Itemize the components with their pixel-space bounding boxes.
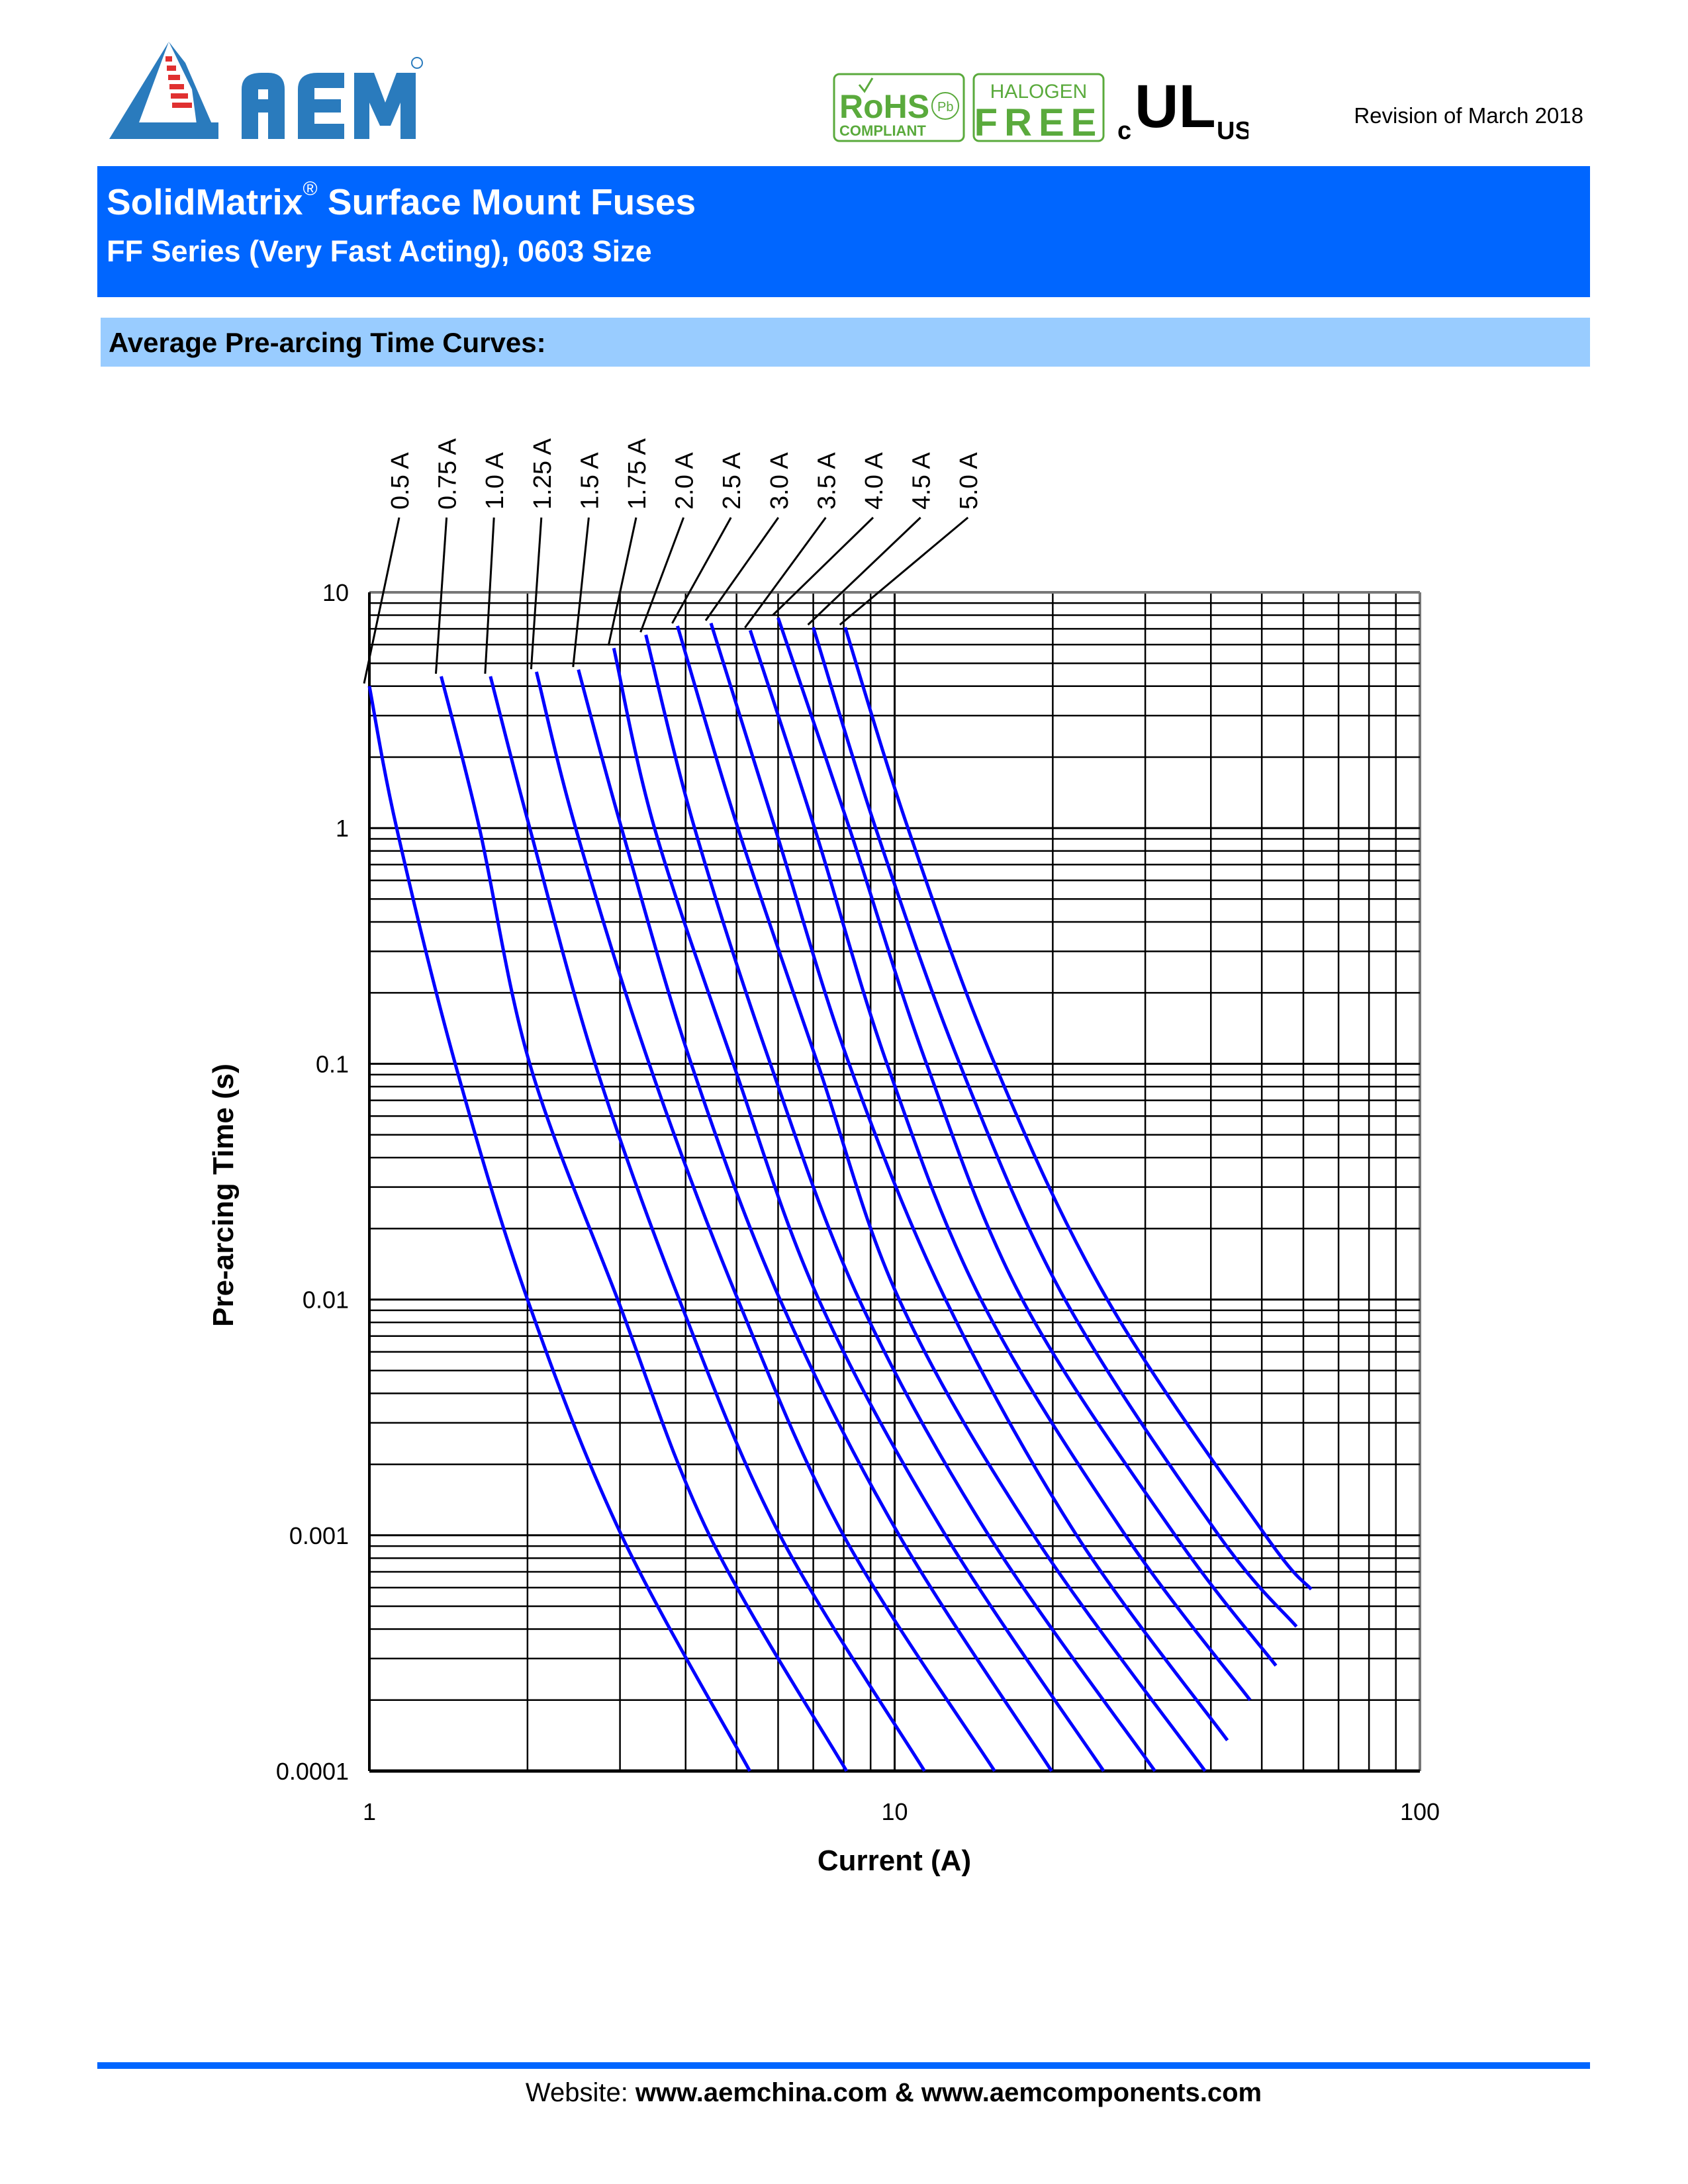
label-leaders — [363, 516, 969, 684]
curve-1-75-a — [612, 647, 1105, 1772]
svg-text:UL: UL — [1135, 73, 1216, 140]
svg-text:HALOGEN: HALOGEN — [990, 81, 1088, 103]
label-leader-line — [484, 517, 495, 674]
y-tick-label: 0.1 — [316, 1050, 349, 1077]
curve-0-5-a — [367, 686, 751, 1772]
series-label: 4.0 A — [861, 452, 888, 510]
footer-divider — [97, 2062, 1590, 2069]
curve-3-5-a — [748, 629, 1252, 1702]
section-title: Average Pre-arcing Time Curves: — [109, 327, 546, 358]
tick-labels: 10 1 0.1 0.01 0.001 0.0001 1 10 100 — [276, 579, 1440, 1825]
label-leader-line — [744, 517, 827, 629]
y-tick-label: 0.0001 — [276, 1758, 349, 1785]
y-axis-title: Pre-arcing Time (s) — [207, 1064, 240, 1327]
label-leader-line — [530, 517, 543, 670]
curve-1-0-a — [489, 676, 926, 1772]
product-banner: SolidMatrix® Surface Mount Fuses FF Seri… — [97, 166, 1590, 297]
label-leader-line — [607, 517, 637, 646]
label-leader-line — [772, 516, 874, 616]
y-tick-label: 1 — [336, 815, 349, 842]
series-label: 1.5 A — [576, 452, 604, 510]
series-labels: 0.5 A 0.75 A 1.0 A 1.25 A 1.5 A 1.75 A 2.0 A 2.… — [387, 438, 983, 510]
label-leader-line — [839, 516, 969, 626]
aem-logo — [109, 42, 423, 139]
product-title: SolidMatrix® Surface Mount Fuses — [107, 178, 696, 223]
footer-websites[interactable]: www.aemchina.com & www.aemcomponents.com — [635, 2078, 1262, 2107]
product-title-rest: Surface Mount Fuses — [317, 181, 696, 222]
series-label: 2.0 A — [671, 452, 699, 510]
label-leader-line — [572, 517, 590, 667]
label-leader-line — [704, 517, 780, 621]
registered-mark: ® — [303, 178, 318, 200]
footer-label: Website: — [525, 2078, 635, 2107]
halogen-free-badge: HALOGEN FREE — [972, 73, 1105, 142]
curve-2-5-a — [676, 625, 1207, 1772]
curve-4-0-a — [776, 617, 1278, 1667]
series-label: 3.0 A — [766, 452, 794, 510]
curve-1-25-a — [534, 671, 996, 1772]
x-tick-label: 10 — [881, 1798, 908, 1825]
curve-1-5-a — [577, 669, 1053, 1772]
pre-arcing-time-chart: 0.5 A 0.75 A 1.0 A 1.25 A 1.5 A 1.75 A 2.0 A 2.… — [207, 438, 1440, 1877]
revision-date: Revision of March 2018 — [1354, 103, 1583, 128]
curve-2-0-a — [644, 634, 1156, 1772]
series-label: 1.0 A — [481, 452, 509, 510]
series-label: 1.75 A — [624, 438, 651, 510]
series-label: 0.5 A — [387, 452, 414, 510]
x-axis-title: Current (A) — [818, 1844, 971, 1877]
svg-text:Pb: Pb — [937, 100, 953, 114]
y-tick-label: 10 — [322, 579, 349, 606]
curves — [367, 617, 1313, 1772]
svg-text:RoHS: RoHS — [839, 88, 929, 125]
section-header: Average Pre-arcing Time Curves: — [101, 318, 1590, 367]
x-tick-label: 1 — [363, 1798, 376, 1825]
series-label: 3.5 A — [813, 452, 841, 510]
label-leader-line — [363, 517, 400, 684]
series-label: 4.5 A — [908, 452, 936, 510]
y-tick-label: 0.001 — [289, 1522, 349, 1549]
x-tick-label: 100 — [1400, 1798, 1440, 1825]
label-leader-line — [807, 516, 921, 626]
svg-text:c: c — [1117, 117, 1131, 145]
series-label: 1.25 A — [529, 438, 557, 510]
curve-3-0-a — [709, 622, 1229, 1742]
curve-4-5-a — [812, 627, 1298, 1628]
footer: Website: www.aemchina.com & www.aemcompo… — [0, 2078, 1688, 2108]
product-title-name: SolidMatrix — [107, 181, 303, 222]
series-label: 0.75 A — [434, 438, 462, 510]
series-label: 2.5 A — [718, 452, 746, 510]
series-label: 5.0 A — [955, 452, 983, 510]
svg-text:FREE: FREE — [974, 101, 1103, 142]
label-leader-line — [671, 517, 732, 624]
rohs-compliant-badge: RoHS COMPLIANT Pb — [833, 73, 965, 142]
cul-us-listed-mark: c UL US — [1117, 73, 1248, 145]
y-tick-label: 0.01 — [303, 1287, 349, 1314]
svg-text:COMPLIANT: COMPLIANT — [839, 122, 926, 139]
label-leader-line — [639, 517, 685, 633]
label-leader-line — [434, 517, 448, 674]
curve-0-75-a — [440, 676, 849, 1772]
curve-5-0-a — [843, 627, 1313, 1591]
product-subtitle: FF Series (Very Fast Acting), 0603 Size — [107, 234, 652, 268]
svg-text:US: US — [1217, 117, 1248, 145]
